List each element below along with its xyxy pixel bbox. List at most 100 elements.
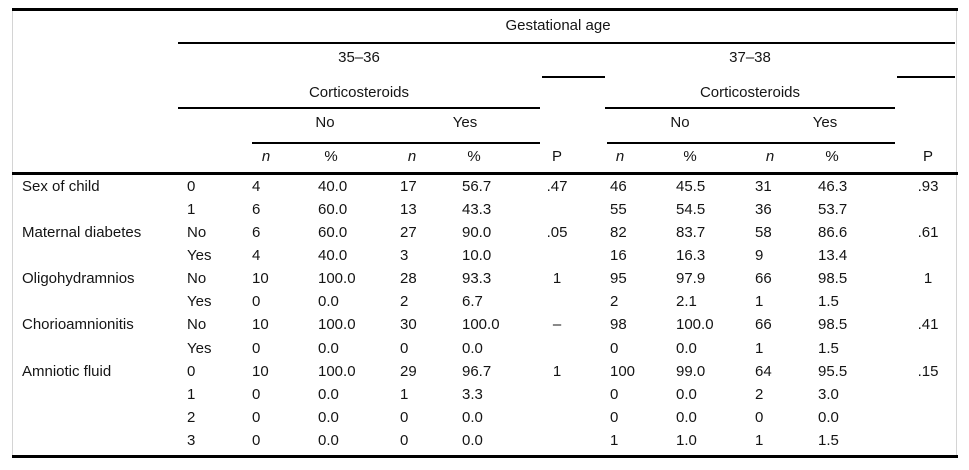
data-cell: 46: [610, 178, 627, 195]
gestational-age-spanner: Gestational age: [505, 17, 611, 34]
data-cell: 4: [252, 247, 261, 265]
data-cell: 13.4: [818, 247, 848, 265]
data-cell: 0.0: [676, 385, 697, 403]
data-cell: 0.0: [318, 293, 339, 311]
data-cell: 100.0: [318, 316, 356, 334]
data-cell: 9: [755, 247, 764, 265]
data-cell: 1: [755, 431, 764, 449]
row-label: Chorioamnionitis: [22, 316, 134, 334]
data-cell: 0: [252, 385, 261, 403]
col-no-left: No: [315, 114, 335, 131]
data-cell: 66: [755, 270, 772, 288]
data-cell: 30: [400, 316, 417, 334]
data-cell: 2: [610, 293, 619, 311]
table-left-border: [12, 9, 13, 458]
data-cell: 6: [252, 224, 261, 242]
col-yes-left: Yes: [452, 114, 478, 131]
table-row: 1 0 0.0 1 3.3 0 0.0 2 3.0: [0, 383, 969, 406]
top-rule: [12, 8, 958, 11]
data-cell: 0: [252, 339, 261, 357]
table-right-border: [956, 9, 957, 458]
table-row: Yes 0 0.0 0 0.0 0 0.0 1 1.5: [0, 337, 969, 360]
p-value-column-header: P: [922, 148, 934, 165]
data-cell: 90.0: [462, 224, 492, 242]
data-cell: 1.0: [676, 431, 697, 449]
data-cell: 27: [400, 224, 417, 242]
p-value-cell: .05: [546, 224, 568, 242]
corticosteroids-underline-right: [605, 107, 895, 109]
data-cell: 0: [610, 339, 619, 357]
data-cell: 83.7: [676, 224, 706, 242]
data-cell: 66: [755, 316, 772, 334]
p-value-cell: 1: [552, 362, 562, 380]
data-cell: 2: [400, 293, 409, 311]
data-cell: 0.0: [462, 339, 483, 357]
data-cell: 16.3: [676, 247, 706, 265]
percent-column-header: %: [825, 148, 839, 165]
data-cell: 97.9: [676, 270, 706, 288]
p-value-cell: .93: [917, 178, 939, 195]
data-cell: 98.5: [818, 316, 848, 334]
age-group-35-36: 35–36: [338, 49, 380, 66]
row-label: Maternal diabetes: [22, 224, 142, 242]
data-cell: 1: [400, 385, 409, 403]
data-cell: 1: [755, 339, 764, 357]
data-cell: 1.5: [818, 431, 839, 449]
data-cell: 0: [252, 431, 261, 449]
data-cell: 1.5: [818, 339, 839, 357]
data-cell: 0.0: [318, 431, 339, 449]
data-cell: 17: [400, 178, 417, 195]
data-cell: 55: [610, 201, 627, 219]
data-cell: 0.0: [318, 408, 339, 426]
data-cell: 45.5: [676, 178, 706, 195]
p-value-cell: 1: [552, 270, 562, 288]
data-cell: 60.0: [318, 224, 348, 242]
data-cell: 56.7: [462, 178, 492, 195]
table-row: 1 6 60.0 13 43.3 55 54.5 36 53.7: [0, 198, 969, 221]
data-cell: 40.0: [318, 247, 348, 265]
data-cell: 3.0: [818, 385, 839, 403]
table-row: 3 0 0.0 0 0.0 1 1.0 1 1.5: [0, 429, 969, 452]
data-cell: 0: [400, 431, 409, 449]
data-cell: 93.3: [462, 270, 492, 288]
n-column-header: n: [407, 148, 417, 165]
data-cell: 31: [755, 178, 772, 195]
data-cell: 3: [400, 247, 409, 265]
data-cell: 0: [252, 408, 261, 426]
col-no-right: No: [670, 114, 690, 131]
data-cell: 100.0: [462, 316, 500, 334]
data-cell: 10.0: [462, 247, 492, 265]
row-category: 3: [187, 431, 196, 449]
data-cell: 0.0: [318, 339, 339, 357]
row-category: Yes: [187, 293, 212, 311]
data-cell: 60.0: [318, 201, 348, 219]
table-row: Amniotic fluid 0 10 100.0 29 96.7 1 100 99.0 64 95…: [0, 360, 969, 383]
age-group-37-38: 37–38: [729, 49, 771, 66]
data-cell: 0: [252, 293, 261, 311]
data-cell: 1: [610, 431, 619, 449]
data-cell: 6: [252, 201, 261, 219]
data-cell: 100.0: [318, 362, 356, 380]
percent-column-header: %: [324, 148, 338, 165]
data-cell: 36: [755, 201, 772, 219]
data-cell: 0: [400, 408, 409, 426]
data-cell: 0.0: [318, 385, 339, 403]
no-yes-underline-left: [252, 142, 540, 144]
table-row: Chorioamnionitis No 10 100.0 30 100.0 – 98 100.0…: [0, 313, 969, 336]
data-cell: 43.3: [462, 201, 492, 219]
col-yes-right: Yes: [812, 114, 838, 131]
data-cell: 2.1: [676, 293, 697, 311]
row-label: Sex of child: [22, 178, 100, 195]
corticosteroids-spanner-right: Corticosteroids: [699, 84, 801, 101]
data-cell: 86.6: [818, 224, 848, 242]
p-value-cell: .61: [917, 224, 939, 242]
bottom-rule: [12, 455, 958, 458]
data-cell: 0.0: [462, 408, 483, 426]
percent-column-header: %: [683, 148, 697, 165]
data-cell: 54.5: [676, 201, 706, 219]
row-category: No: [187, 270, 207, 288]
gestational-age-underline: [178, 42, 955, 44]
p-spanner-rule-left: [542, 76, 605, 78]
data-cell: 100: [610, 362, 636, 380]
data-cell: 0.0: [676, 339, 697, 357]
